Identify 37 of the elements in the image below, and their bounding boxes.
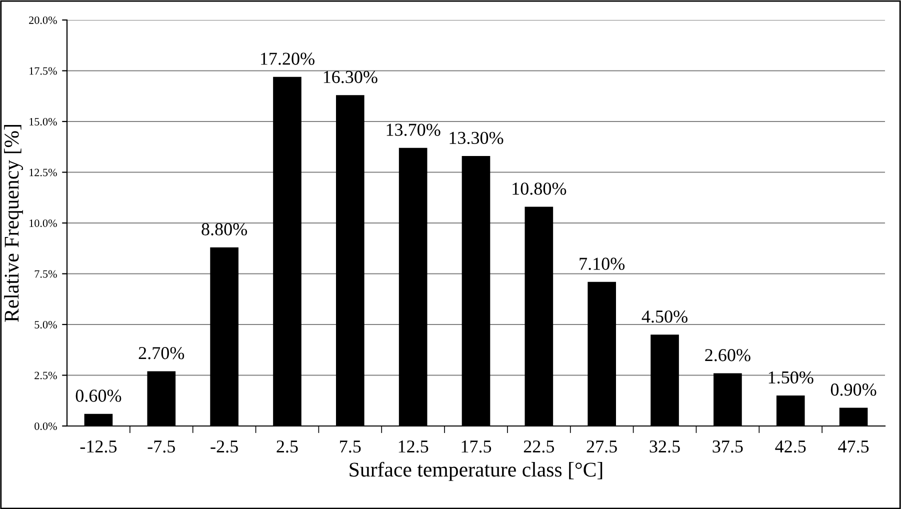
y-tick-label: 17.5% (30, 67, 57, 75)
y-tick-label: 7.5% (34, 270, 57, 278)
data-label: 2.70% (138, 347, 184, 360)
y-axis-title: Relative Frequency [%] (4, 125, 24, 322)
y-tick-label: 10.0% (30, 219, 57, 228)
data-label: 16.30% (324, 70, 378, 84)
x-tick-label: 27.5 (586, 440, 617, 453)
y-tick-label: 15.0% (30, 118, 57, 126)
x-tick-label: 17.5 (462, 440, 492, 453)
data-label: 4.50% (642, 310, 688, 323)
x-tick-label: 42.5 (775, 440, 806, 453)
data-label: 17.20% (260, 52, 314, 65)
data-label: 0.90% (830, 384, 876, 396)
x-tick-label: 7.5 (340, 440, 361, 453)
data-label: 1.50% (768, 371, 814, 384)
data-label: 2.60% (705, 349, 750, 362)
y-tick-label: 2.5% (34, 372, 57, 380)
x-tick-label: 22.5 (524, 440, 554, 453)
data-label: 7.10% (580, 258, 625, 270)
data-label: 10.80% (512, 182, 566, 195)
data-label: 0.60% (76, 390, 122, 402)
x-tick-label: -12.5 (80, 440, 117, 453)
x-tick-label: -7.5 (148, 440, 175, 453)
data-label: 13.70% (386, 124, 440, 136)
y-tick-label: 12.5% (30, 168, 57, 176)
x-tick-label: 2.5 (276, 440, 298, 453)
y-tick-label: 20.0% (29, 16, 57, 24)
x-tick-label: 12.5 (398, 440, 428, 453)
x-tick-label: 47.5 (838, 440, 869, 453)
y-tick-label: 5.0% (34, 320, 57, 329)
x-tick-label: 37.5 (712, 440, 743, 453)
y-tick-label: 0.0% (34, 422, 57, 430)
x-tick-label: 32.5 (650, 440, 680, 453)
x-tick-label: -2.5 (210, 440, 238, 453)
x-axis-title: Surface temperature class [°C] (350, 462, 602, 481)
data-label: 8.80% (202, 223, 248, 236)
data-label: 13.30% (450, 132, 504, 144)
